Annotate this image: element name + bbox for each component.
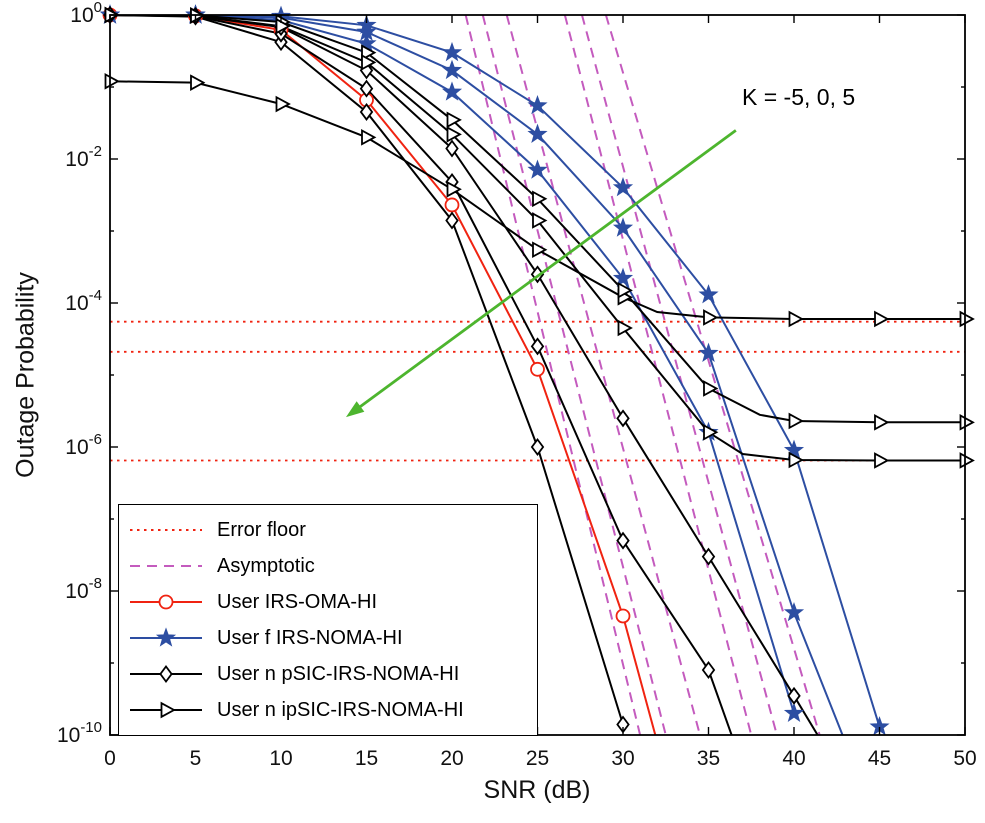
svg-text:10-2: 10-2: [65, 143, 102, 171]
svg-text:10: 10: [269, 747, 292, 770]
svg-text:35: 35: [697, 747, 720, 770]
legend-item-asymptotic: Asymptotic: [127, 548, 531, 584]
svg-text:100: 100: [70, 0, 102, 27]
star-marker-sample: [130, 627, 202, 647]
svg-text:10-4: 10-4: [65, 287, 102, 315]
svg-text:40: 40: [782, 747, 805, 770]
triangle-right-marker-sample: [130, 701, 202, 719]
legend-label: Error floor: [217, 518, 306, 541]
svg-text:15: 15: [355, 747, 378, 770]
x-axis-label: SNR (dB): [483, 776, 591, 804]
svg-text:30: 30: [611, 747, 634, 770]
legend-item-psic: User n pSIC-IRS-NOMA-HI: [127, 656, 531, 692]
legend: Error floor Asymptotic User IRS-OMA-HI U…: [118, 504, 538, 736]
asymptotic-line-sample: [130, 565, 202, 567]
svg-text:50: 50: [953, 747, 976, 770]
diamond-marker-sample: [130, 664, 202, 684]
k-values-annotation: K = -5, 0, 5: [742, 84, 856, 110]
svg-text:20: 20: [440, 747, 463, 770]
legend-label: User IRS-OMA-HI: [217, 590, 377, 613]
legend-item-oma: User IRS-OMA-HI: [127, 584, 531, 620]
svg-text:5: 5: [190, 747, 202, 770]
legend-label: User f IRS-NOMA-HI: [217, 626, 403, 649]
svg-text:0: 0: [104, 747, 116, 770]
svg-text:25: 25: [526, 747, 549, 770]
legend-label: User n pSIC-IRS-NOMA-HI: [217, 662, 460, 685]
svg-text:45: 45: [868, 747, 891, 770]
legend-item-ipsic: User n ipSIC-IRS-NOMA-HI: [127, 692, 531, 728]
legend-label: Asymptotic: [217, 554, 315, 577]
legend-item-noma-far: User f IRS-NOMA-HI: [127, 620, 531, 656]
svg-text:10-6: 10-6: [65, 431, 102, 459]
legend-label: User n ipSIC-IRS-NOMA-HI: [217, 698, 464, 721]
svg-text:10-10: 10-10: [57, 719, 102, 747]
legend-item-error-floor: Error floor: [127, 512, 531, 548]
error-floor-line-sample: [130, 529, 202, 531]
y-axis-label: Outage Probability: [11, 272, 40, 478]
svg-text:10-8: 10-8: [65, 575, 102, 603]
circle-marker-sample: [130, 594, 202, 610]
